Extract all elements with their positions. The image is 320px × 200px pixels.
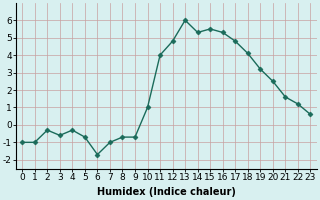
X-axis label: Humidex (Indice chaleur): Humidex (Indice chaleur) (97, 187, 236, 197)
